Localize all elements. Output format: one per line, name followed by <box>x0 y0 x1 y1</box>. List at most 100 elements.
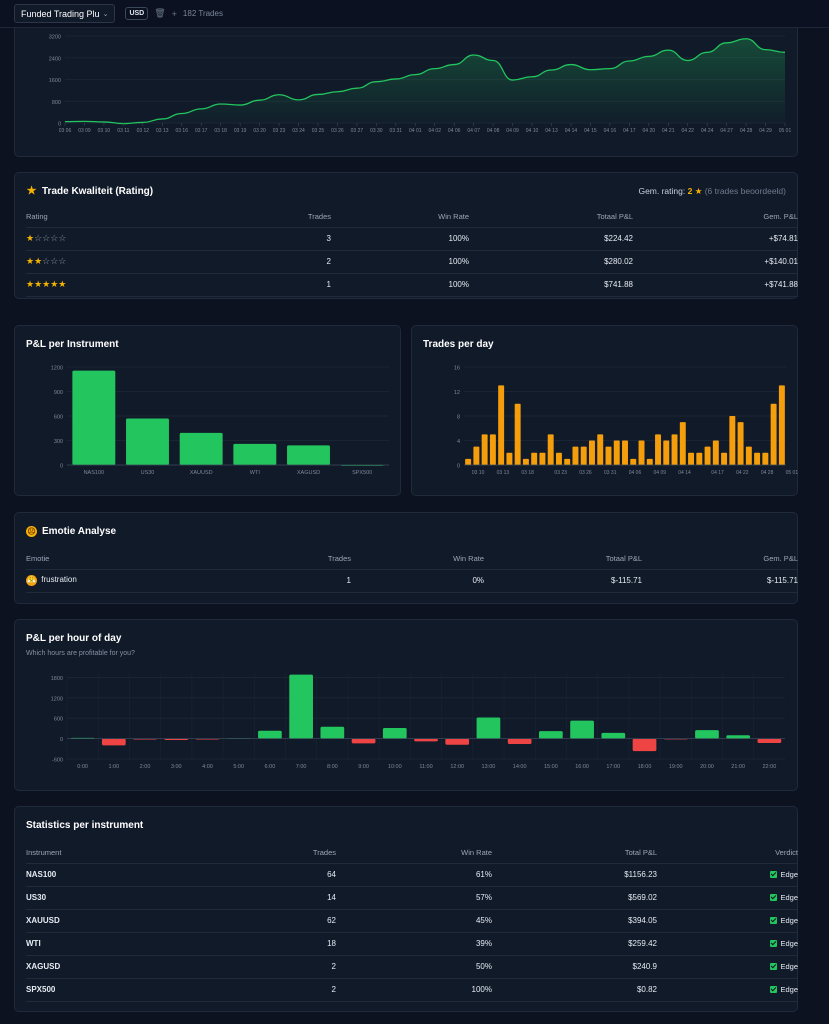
avg-pnl-cell: +$741.88 <box>633 273 798 297</box>
trades-cell: 3 <box>226 227 331 251</box>
instrument-cell: NAS100 <box>26 863 226 887</box>
x-tick-label: SPX500 <box>352 470 372 476</box>
day-bar <box>754 452 761 465</box>
chevron-down-icon: ⌄ <box>102 10 109 18</box>
y-tick-label: 600 <box>54 717 63 723</box>
y-tick-label: 0 <box>457 464 460 470</box>
winrate-cell: 45% <box>336 909 492 933</box>
emotion-cell: 😤 frustration <box>26 569 226 593</box>
y-tick-label: 600 <box>54 415 63 421</box>
trades-day-card: Trades per day 0 4 8 12 16 03 10 03 13 03 18 03 … <box>411 325 798 496</box>
x-tick-label: 03 13 <box>497 470 510 476</box>
check-icon <box>770 962 778 970</box>
rating-summary: Gem. rating: 2 ★ (6 trades beoordeeld) <box>638 186 786 196</box>
hour-bar <box>695 730 719 739</box>
x-tick-label: 04 17 <box>711 470 724 476</box>
table-row: 😤 frustration 1 0% $-115.71 $-115.71 <box>26 569 798 593</box>
check-icon <box>770 939 778 947</box>
trash-icon[interactable]: 🗑 <box>154 8 166 18</box>
top-bar: Funded Trading Plu ⌄ USD 🗑 + 182 Trades <box>0 0 829 28</box>
winrate-cell: 61% <box>336 863 492 887</box>
hour-bar <box>476 717 501 739</box>
x-tick-label: 04 24 <box>701 128 714 134</box>
col-header: Totaal P&L <box>484 549 642 570</box>
stats-card: Statistics per instrument Instrument Tra… <box>14 806 798 1012</box>
table-row: ★☆☆☆☆ 3 100% $224.42 +$74.81 <box>26 227 798 251</box>
x-tick-label: WTI <box>250 470 261 476</box>
day-bar <box>605 446 612 465</box>
x-tick-label: 03 20 <box>253 128 266 134</box>
hour-bar <box>382 728 407 739</box>
hour-bar <box>601 732 626 739</box>
x-tick-label: 03 27 <box>351 128 364 134</box>
trades-cell: 2 <box>226 978 336 1002</box>
x-tick-label: 10:00 <box>388 764 402 770</box>
emotion-table: Emotie Trades Win Rate Totaal P&L Gem. P… <box>26 549 798 593</box>
x-tick-label: 03 31 <box>604 470 617 476</box>
y-tick-label: 0 <box>60 464 63 470</box>
check-icon <box>770 916 778 924</box>
x-tick-label: 03 10 <box>472 470 485 476</box>
equity-line <box>64 38 786 125</box>
hour-bar <box>726 735 751 739</box>
x-tick-label: 03 10 <box>98 128 111 134</box>
day-bar <box>547 434 554 465</box>
day-bar <box>762 452 769 465</box>
instrument-cell: US30 <box>26 886 226 910</box>
currency-badge[interactable]: USD <box>125 7 149 20</box>
total-pnl-cell: $-115.71 <box>484 569 642 593</box>
x-tick-label: 19:00 <box>669 764 683 770</box>
x-tick-label: 15:00 <box>544 764 558 770</box>
x-tick-label: 04 06 <box>629 470 642 476</box>
pnl-instrument-card: P&L per Instrument 0 300 600 900 1200 NAS100 U… <box>14 325 401 496</box>
trades-cell: 2 <box>226 955 336 979</box>
x-tick-label: 11:00 <box>419 764 432 770</box>
instrument-bar <box>126 418 169 465</box>
verdict-cell: Edge <box>657 955 798 979</box>
x-tick-label: 04 20 <box>643 128 656 134</box>
x-tick-label: 03 18 <box>521 470 534 476</box>
col-header: Win Rate <box>336 843 492 864</box>
day-bar <box>597 434 604 465</box>
instrument-cell: XAUUSD <box>26 909 226 933</box>
day-bar <box>737 422 744 465</box>
col-header: Instrument <box>26 843 226 864</box>
table-row: ★★☆☆☆ 2 100% $280.02 +$140.01 <box>26 250 798 274</box>
x-tick-label: 17:00 <box>606 764 620 770</box>
winrate-cell: 100% <box>331 273 469 297</box>
hour-bar <box>289 674 313 739</box>
x-tick-label: 03 19 <box>234 128 247 134</box>
col-header: Trades <box>226 549 351 570</box>
trades-day-chart: 0 4 8 12 16 03 10 03 13 03 18 03 23 03 26 03 31 04 … <box>454 366 798 477</box>
stats-table: Instrument Trades Win Rate Total P&L Ver… <box>26 843 798 1002</box>
winrate-cell: 100% <box>331 227 469 251</box>
col-header: Win Rate <box>331 207 469 228</box>
account-selector[interactable]: Funded Trading Plu ⌄ <box>14 4 116 23</box>
stats-title: Statistics per instrument <box>26 820 144 831</box>
trade-count: 182 Trades <box>182 9 223 18</box>
day-bar <box>646 458 653 465</box>
plus-icon[interactable]: + <box>171 8 177 19</box>
day-bar <box>679 422 686 465</box>
y-tick-label: 1800 <box>51 676 63 682</box>
col-header: Total P&L <box>492 843 657 864</box>
total-pnl-cell: $1156.23 <box>492 863 657 887</box>
table-row: WTI 18 39% $259.42 Edge <box>26 932 798 956</box>
x-tick-label: 13:00 <box>482 764 496 770</box>
x-tick-label: 03 25 <box>312 128 325 134</box>
total-pnl-cell: $741.88 <box>469 273 633 297</box>
rating-stars: ★☆☆☆☆ <box>26 227 226 251</box>
instrument-cell: XAGUSD <box>26 955 226 979</box>
col-header: Verdict <box>657 843 798 864</box>
hour-bar <box>539 731 563 739</box>
rating-card: ★ Trade Kwaliteit (Rating) Gem. rating: … <box>14 172 798 299</box>
verdict-cell: Edge <box>657 863 798 887</box>
trades-cell: 1 <box>226 273 331 297</box>
day-bar <box>745 446 752 465</box>
col-header: Rating <box>26 207 226 228</box>
col-header: Trades <box>226 843 336 864</box>
day-bar <box>481 434 488 465</box>
verdict-cell: Edge <box>657 978 798 1002</box>
y-tick-label: 12 <box>454 390 460 396</box>
x-tick-label: 04 29 <box>759 128 772 134</box>
